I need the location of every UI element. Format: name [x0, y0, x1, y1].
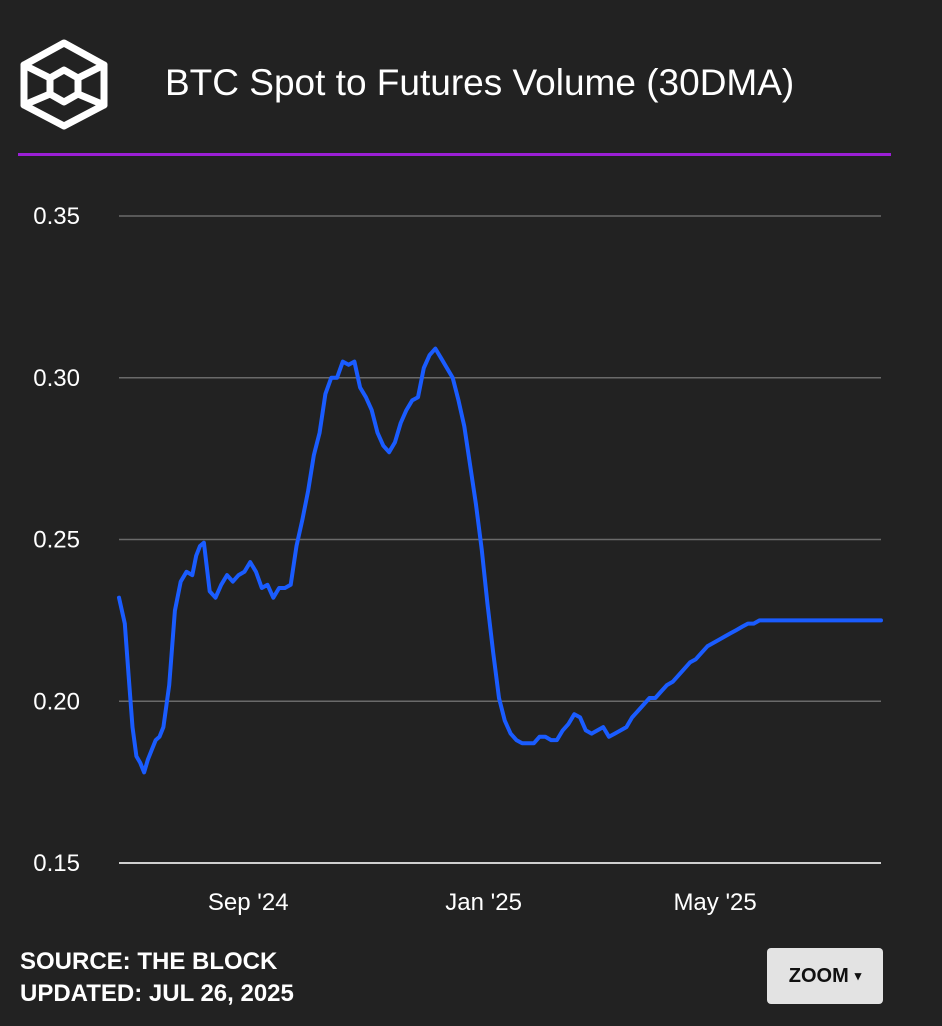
y-tick-label: 0.15 [33, 850, 80, 877]
x-tick-label: Sep '24 [208, 889, 289, 916]
caret-down-icon: ▾ [854, 968, 862, 983]
the-block-cube-logo-icon [20, 39, 108, 130]
source-label: SOURCE: THE BLOCK [20, 948, 278, 975]
gridlines [119, 215, 881, 864]
y-axis-tick-labels: 0.15 0.20 0.25 0.30 0.35 [33, 203, 80, 877]
header-divider [18, 153, 891, 156]
y-tick-label: 0.25 [33, 527, 80, 554]
y-tick-label: 0.35 [33, 203, 80, 230]
x-tick-label: May '25 [673, 889, 756, 916]
x-axis-tick-labels: Sep '24 Jan '25 May '25 [208, 889, 757, 916]
series-line [117, 346, 883, 775]
line-chart: 0.15 0.20 0.25 0.30 0.35 Sep '24 Jan '25 May '… [33, 203, 883, 916]
chart-header: BTC Spot to Futures Volume (30DMA) [0, 0, 942, 158]
y-tick-label: 0.20 [33, 688, 80, 715]
zoom-button-label: ZOOM [788, 964, 849, 987]
updated-label: UPDATED: JUL 26, 2025 [20, 980, 294, 1007]
zoom-button[interactable]: ZOOM ▾ [767, 948, 883, 1004]
x-tick-label: Jan '25 [445, 889, 522, 916]
y-tick-label: 0.30 [33, 365, 80, 392]
chart-title: BTC Spot to Futures Volume (30DMA) [165, 62, 795, 103]
